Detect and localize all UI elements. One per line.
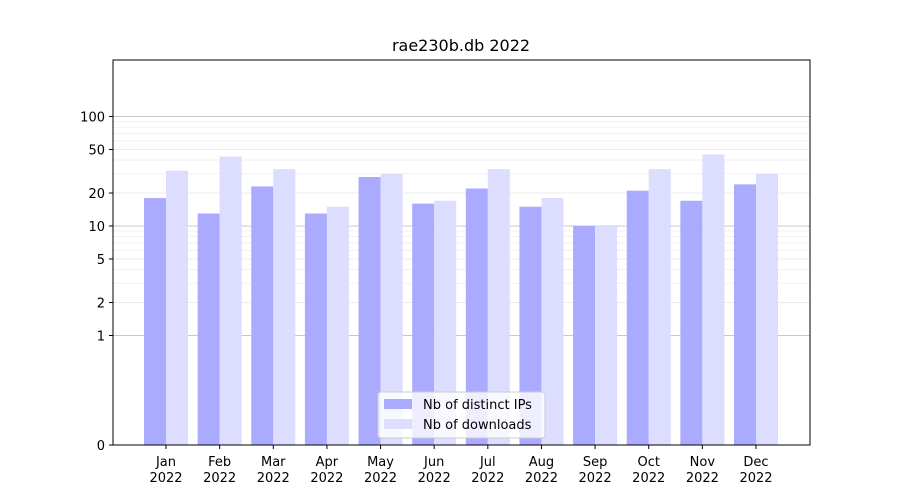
x-tick-label: Mar 2022 [257, 455, 290, 486]
bar-downloads [541, 198, 564, 445]
x-axis: Jan 2022 Feb 2022 Mar 2022 Apr 2022 May 2022 Jun 20… [149, 445, 773, 486]
y-tick-label: 5 [97, 253, 105, 268]
chart-title: rae230b.db 2022 [392, 36, 530, 55]
bar-downloads [487, 169, 510, 445]
bar-distinct-ips [519, 206, 542, 445]
x-tick-label: Apr 2022 [310, 455, 343, 486]
bar-distinct-ips [304, 213, 327, 445]
bar-distinct-ips [144, 198, 166, 445]
bar-downloads [380, 173, 403, 445]
bar-downloads [219, 156, 242, 446]
legend-swatch [384, 399, 412, 409]
bar-downloads [326, 206, 349, 445]
legend: Nb of distinct IPs Nb of downloads [377, 391, 546, 439]
x-tick-label: Feb 2022 [203, 455, 236, 486]
x-tick-label: May 2022 [364, 455, 397, 486]
bar-distinct-ips [626, 190, 649, 445]
legend-label: Nb of distinct IPs [423, 398, 532, 413]
bar-downloads [434, 200, 457, 445]
bar-downloads [648, 169, 671, 445]
bar-distinct-ips [358, 177, 381, 445]
y-axis: 0 1 2 5 10 20 50 100 [80, 111, 113, 454]
bar-downloads [756, 173, 778, 445]
x-tick-label: Jan 2022 [149, 455, 182, 486]
y-tick-label: 50 [88, 143, 105, 158]
legend-swatch [384, 419, 412, 429]
bar-distinct-ips [734, 184, 756, 445]
x-tick-label: Jul 2022 [471, 455, 504, 486]
bar-distinct-ips [197, 213, 220, 445]
bar-distinct-ips [573, 226, 596, 445]
bar-downloads [595, 226, 618, 445]
x-tick-label: Oct 2022 [632, 455, 665, 486]
legend-box [377, 391, 546, 439]
x-tick-label: Sep 2022 [579, 455, 612, 486]
bar-distinct-ips [680, 200, 703, 445]
y-tick-label: 2 [97, 297, 105, 312]
y-tick-label: 1 [97, 330, 105, 345]
bar-distinct-ips [465, 188, 488, 446]
x-tick-label: Dec 2022 [739, 455, 772, 486]
y-tick-label: 100 [80, 111, 105, 126]
x-tick-label: Nov 2022 [686, 455, 719, 486]
legend-label: Nb of downloads [423, 418, 532, 433]
bars [144, 154, 778, 446]
bar-downloads [702, 154, 725, 445]
bar-distinct-ips [251, 186, 274, 445]
y-tick-label: 0 [97, 439, 105, 454]
bar-distinct-ips [412, 203, 435, 445]
bar-downloads [273, 169, 296, 445]
y-tick-label: 20 [88, 187, 105, 202]
x-tick-label: Aug 2022 [525, 455, 558, 486]
plot-frame [112, 59, 811, 446]
bar-downloads [166, 170, 188, 445]
x-tick-label: Jun 2022 [418, 455, 451, 486]
y-tick-label: 10 [88, 220, 105, 235]
